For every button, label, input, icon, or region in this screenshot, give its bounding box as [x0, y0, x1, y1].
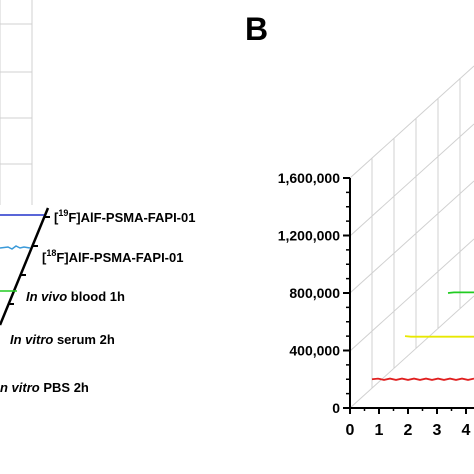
panel-b-letter: B — [245, 11, 268, 47]
panel-b-grid — [349, 65, 474, 409]
panel-a-diagonal-axis — [0, 207, 50, 326]
panel-a: [19F]AlF-PSMA-FAPI-01 [18F]AlF-PSMA-FAPI… — [0, 0, 195, 395]
x-tick-label: 0 — [346, 422, 355, 439]
series-line — [447, 291, 474, 294]
y-tick-label: 0 — [332, 400, 340, 416]
y-tick-label: 400,000 — [289, 343, 340, 359]
y-tick-label: 1,600,000 — [278, 170, 340, 186]
panel-a-legend-label-3: In vivo blood 1h — [26, 289, 125, 304]
x-tick-label: 3 — [433, 422, 442, 439]
x-tick-label: 1 — [375, 422, 384, 439]
series-line — [404, 335, 474, 338]
x-tick-label: 4 — [462, 422, 471, 439]
panel-a-legend-label-4: In vitro serum 2h — [10, 332, 115, 347]
panel-a-axis-ticks — [8, 216, 50, 305]
panel-a-legend-label-1: [19F]AlF-PSMA-FAPI-01 — [54, 208, 195, 225]
panel-a-grid — [0, 0, 33, 205]
panel-a-legend-label-2: [18F]AlF-PSMA-FAPI-01 — [42, 248, 183, 265]
panel-a-legend-label-5: n vitro PBS 2h — [0, 380, 89, 395]
y-tick-label: 1,200,000 — [278, 228, 340, 244]
panel-b-chart: 0 400,000 800,000 1,200,000 1,600,000 0 1 2 3 4 — [278, 65, 474, 439]
y-tick-label: 800,000 — [289, 285, 340, 301]
series-line — [371, 377, 474, 381]
panel-a-trace-2 — [0, 245, 31, 250]
x-tick-label: 2 — [404, 422, 413, 439]
